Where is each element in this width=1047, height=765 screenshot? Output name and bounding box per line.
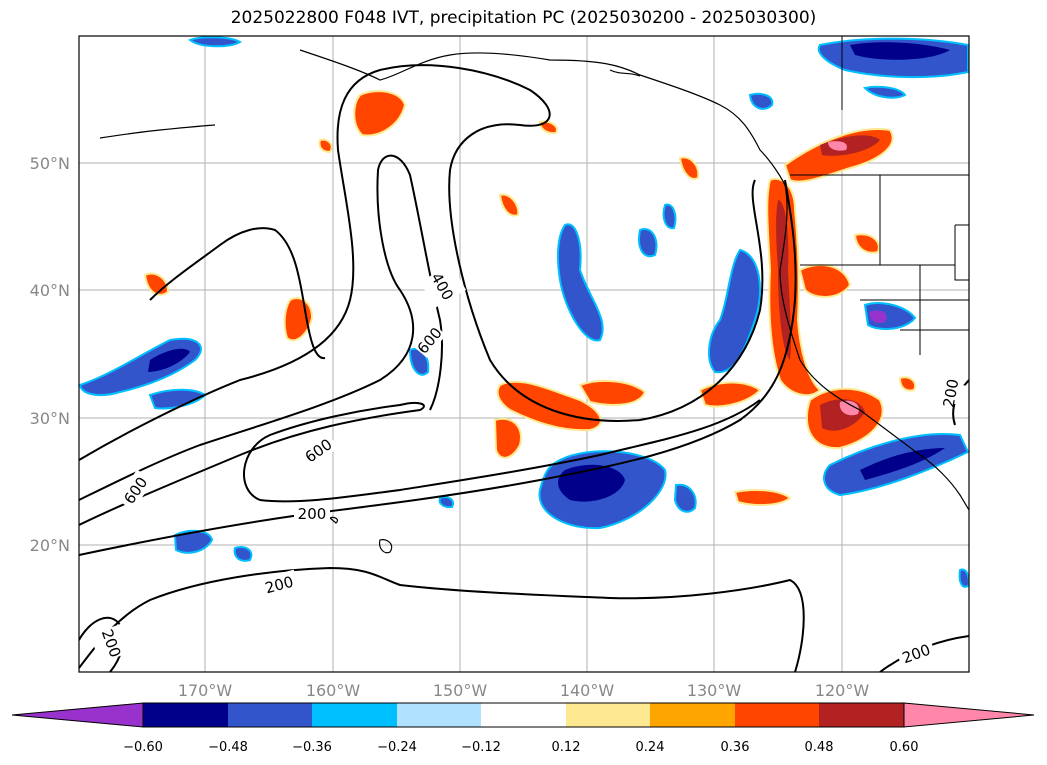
lon-label: 130°W <box>687 681 742 700</box>
colorbar-extend-min <box>11 702 144 728</box>
plot-frame <box>78 35 970 673</box>
colorbar-tick: −0.48 <box>208 740 248 755</box>
lat-label: 40°N <box>30 281 70 300</box>
colorbar-tick: 0.48 <box>805 740 834 755</box>
coastlines <box>99 49 969 554</box>
lon-label: 120°W <box>815 681 870 700</box>
colorbar-segment <box>819 703 904 727</box>
colorbar-tick: −0.60 <box>123 740 163 755</box>
colorbar-tick: −0.12 <box>461 740 501 755</box>
colorbar-segment <box>228 703 312 727</box>
lon-label: 160°W <box>306 681 361 700</box>
negative-pc-shading <box>79 36 969 588</box>
longitude-labels: 170°W 160°W 150°W 140°W 130°W 120°W <box>178 681 870 700</box>
colorbar-frame <box>142 702 905 728</box>
lon-label: 150°W <box>433 681 488 700</box>
colorbar-tick: 0.36 <box>721 740 750 755</box>
positive-pc-shading <box>143 90 916 507</box>
colorbar: −0.60 −0.48 −0.36 −0.24 −0.12 0.12 0.24 … <box>11 702 1035 755</box>
colorbar-segment <box>481 703 566 727</box>
colorbar-extend-max <box>903 702 1035 728</box>
lon-label: 140°W <box>560 681 615 700</box>
colorbar-segment <box>397 703 481 727</box>
lon-label: 170°W <box>178 681 233 700</box>
lat-label: 50°N <box>30 154 70 173</box>
ivt-contours <box>79 64 969 672</box>
lat-label: 20°N <box>30 536 70 555</box>
colorbar-tick: 0.24 <box>636 740 665 755</box>
contour-label: 200 <box>940 378 963 409</box>
borders <box>790 36 969 355</box>
colorbar-segment <box>143 703 228 727</box>
lat-label: 30°N <box>30 409 70 428</box>
contour-label: 200 <box>298 505 327 523</box>
colorbar-tick: −0.36 <box>292 740 332 755</box>
map-title: 2025022800 F048 IVT, precipitation PC (2… <box>230 8 817 28</box>
map-layers <box>79 36 969 672</box>
colorbar-segment <box>566 703 650 727</box>
colorbar-tick: 0.60 <box>890 740 919 755</box>
colorbar-tick: 0.12 <box>552 740 581 755</box>
colorbar-segment <box>312 703 397 727</box>
colorbar-segment <box>735 703 819 727</box>
latitude-labels: 50°N 40°N 30°N 20°N <box>30 154 70 555</box>
plot-area <box>79 36 969 672</box>
colorbar-segment <box>650 703 735 727</box>
colorbar-tick: −0.24 <box>377 740 417 755</box>
